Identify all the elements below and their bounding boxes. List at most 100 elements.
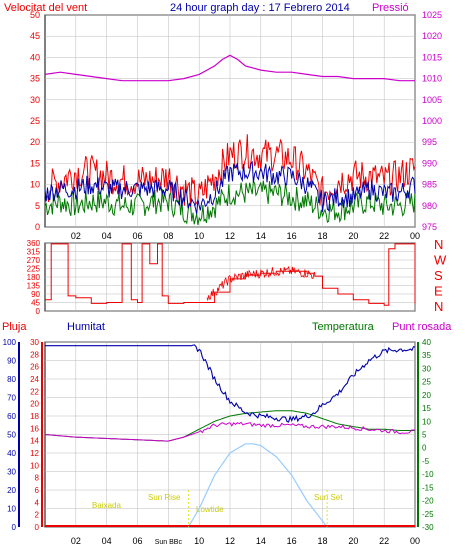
wind-series-wind-low	[44, 179, 416, 226]
x-tick-label: 00	[410, 231, 420, 241]
x-tick-label-bottom: 06	[132, 536, 142, 546]
rain-y-tick: 26	[30, 363, 39, 372]
pressure-series	[44, 54, 415, 82]
wind-y-tick: 5	[35, 201, 40, 211]
rain-y-tick: 22	[30, 387, 39, 396]
x-tick-label: 22	[379, 231, 389, 241]
compass-label: E	[434, 284, 443, 299]
x-tick-label: 14	[256, 231, 266, 241]
x-tick-label: 08	[163, 231, 173, 241]
temp-y-tick: -15	[422, 483, 434, 492]
pressure-y-tick: 980	[422, 201, 437, 211]
rain-y-tick: 12	[30, 449, 39, 458]
temp-y-tick: 0	[422, 444, 427, 453]
temp-y-tick: -20	[422, 497, 434, 506]
temp-y-tick: 20	[422, 391, 431, 400]
direction-series	[45, 243, 416, 306]
x-tick-label: 06	[132, 231, 142, 241]
series-punt-rosada	[44, 421, 416, 442]
x-tick-label: 12	[225, 231, 235, 241]
x-tick-label-bottom: 04	[102, 536, 112, 546]
humidity-y-tick: 70	[7, 394, 16, 403]
rain-y-tick: 14	[30, 437, 39, 446]
pluja-label: Pluja	[2, 321, 27, 333]
wind-y-tick: 10	[30, 180, 40, 190]
direction-y-tick: 315	[27, 248, 41, 257]
rain-y-tick: 16	[30, 424, 39, 433]
rain-y-tick: 8	[35, 474, 40, 483]
rain-y-tick: 6	[35, 486, 40, 495]
x-tick-label-bottom: 16	[287, 536, 297, 546]
x-tick-label: 20	[348, 231, 358, 241]
rain-y-tick: 10	[30, 461, 39, 470]
wind-y-tick: 50	[30, 10, 40, 20]
temp-y-tick: 25	[422, 378, 431, 387]
x-tick-label-bottom: 10	[194, 536, 204, 546]
x-tick-label-bottom: 18	[317, 536, 327, 546]
x-tick-label: 04	[102, 231, 112, 241]
direction-y-tick: 45	[31, 299, 40, 308]
compass-label: N	[434, 237, 443, 252]
temperatura-label: Temperatura	[312, 321, 375, 333]
humidity-y-tick: 60	[7, 412, 16, 421]
temp-y-tick: 5	[422, 431, 427, 440]
sun-set-annotation: Sun Set	[314, 493, 343, 502]
direction-noise	[206, 265, 316, 302]
rain-y-tick: 0	[35, 523, 40, 532]
direction-y-tick: 135	[27, 282, 41, 291]
pressure-y-tick: 1025	[422, 10, 442, 20]
wind-y-tick: 15	[30, 158, 40, 168]
pressure-title: Pressió	[372, 2, 409, 14]
pressure-y-tick: 1000	[422, 116, 442, 126]
temp-y-tick: 10	[422, 417, 431, 426]
temp-y-tick: 35	[422, 351, 431, 360]
pressure-y-tick: 985	[422, 180, 437, 190]
rain-y-tick: 2	[35, 511, 40, 520]
temp-y-tick: 15	[422, 404, 431, 413]
x-tick-label-bottom: Sun BBc	[155, 539, 183, 546]
wind-series-wind-gust	[44, 134, 416, 207]
direction-y-tick: 90	[31, 290, 40, 299]
wind-y-tick: 40	[30, 52, 40, 62]
humidity-y-tick: 40	[7, 449, 16, 458]
pressure-y-tick: 1015	[422, 52, 442, 62]
direction-y-tick: 270	[27, 256, 41, 265]
temp-y-tick: -5	[422, 457, 430, 466]
wind-y-tick: 45	[30, 31, 40, 41]
humidity-series	[45, 344, 416, 423]
humidity-y-tick: 30	[7, 468, 16, 477]
x-tick-label-bottom: 14	[256, 536, 266, 546]
humidity-y-tick: 80	[7, 375, 16, 384]
pressure-y-tick: 1020	[422, 31, 442, 41]
humidity-y-tick: 50	[7, 431, 16, 440]
x-tick-label: 02	[71, 231, 81, 241]
rain-y-tick: 18	[30, 412, 39, 421]
x-tick-label-bottom: 20	[348, 536, 358, 546]
temp-y-tick: 40	[422, 338, 431, 347]
wind-title: Velocitat del vent	[4, 2, 87, 14]
humidity-y-tick: 100	[3, 338, 17, 347]
date-title: 24 hour graph day : 17 Febrero 2014	[170, 2, 350, 14]
wind-y-tick: 20	[30, 137, 40, 147]
solar-series	[187, 443, 328, 528]
temp-y-tick: -25	[422, 510, 434, 519]
temp-y-tick: -10	[422, 470, 434, 479]
wind-series-wind-average	[44, 160, 416, 215]
rain-y-tick: 30	[30, 338, 39, 347]
temp-y-tick: 30	[422, 364, 431, 373]
x-tick-label: 10	[194, 231, 204, 241]
humidity-y-tick: 20	[7, 486, 16, 495]
direction-y-tick: 360	[27, 239, 41, 248]
direction-y-tick: 0	[36, 307, 41, 316]
pressure-y-tick: 1010	[422, 74, 442, 84]
wind-y-tick: 35	[30, 74, 40, 84]
x-tick-label: 18	[317, 231, 327, 241]
pressure-y-tick: 990	[422, 158, 437, 168]
humitat-label: Humitat	[67, 321, 105, 333]
x-tick-label-bottom: 02	[71, 536, 81, 546]
compass-label: S	[434, 268, 443, 283]
pressure-y-tick: 1005	[422, 95, 442, 105]
rain-y-tick: 4	[35, 498, 40, 507]
humidity-y-tick: 90	[7, 357, 16, 366]
direction-y-tick: 180	[27, 273, 41, 282]
